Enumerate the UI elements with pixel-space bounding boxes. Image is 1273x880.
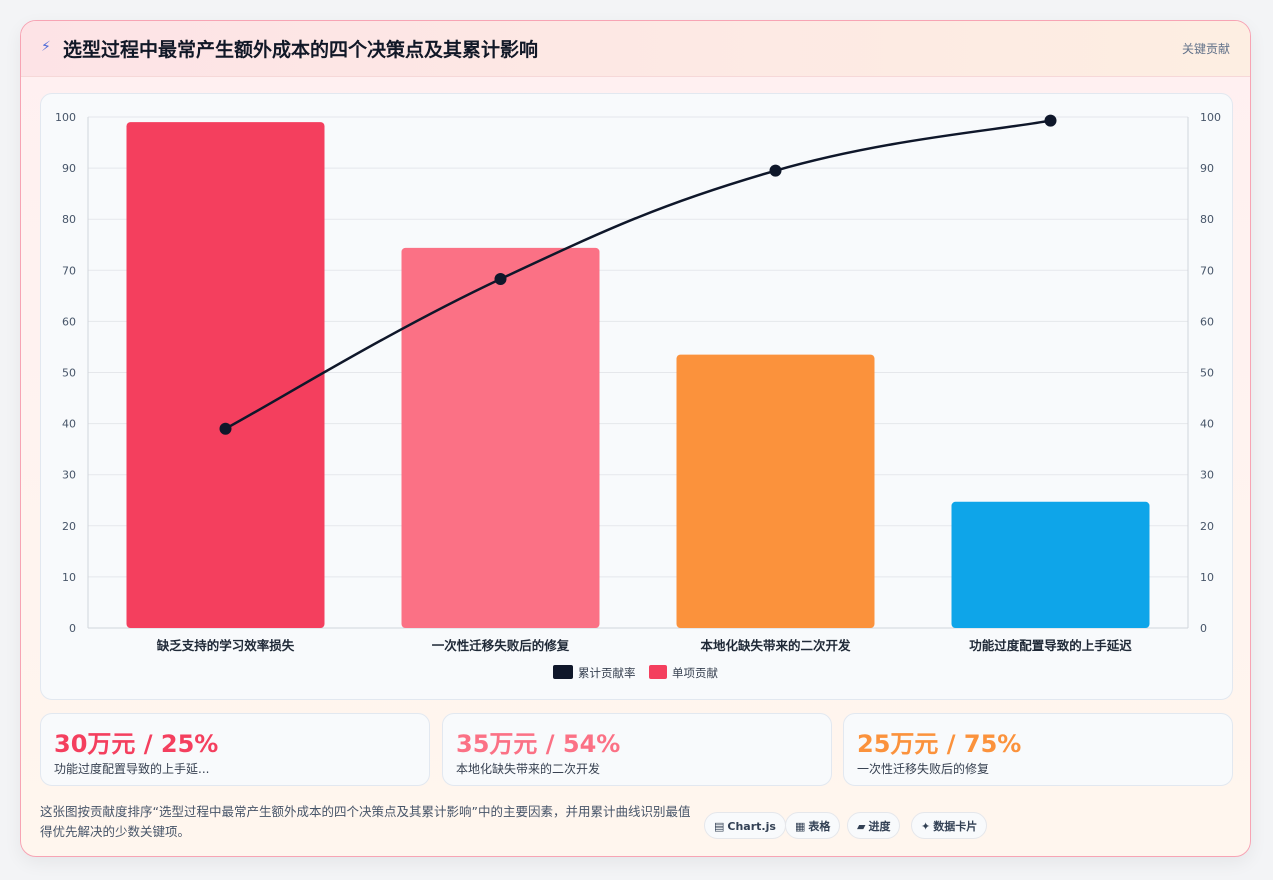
cumulative-point <box>1044 114 1057 127</box>
bar <box>676 354 875 628</box>
chart-card: ⚡ 选型过程中最常产生额外成本的四个决策点及其累计影响 关键贡献 0 10 20 30… <box>20 20 1251 857</box>
y-tick-left: 10 <box>62 571 76 584</box>
stat-value: 30万元 / 25% <box>54 730 219 758</box>
y-tick-left: 50 <box>62 367 76 380</box>
y-tick-left: 20 <box>62 520 76 533</box>
y-tick-right: 100 <box>1200 111 1221 124</box>
x-tick-label: 缺乏支持的学习效率损失 <box>157 638 295 653</box>
pill-label: Chart.js <box>727 820 776 833</box>
y-tick-left: 30 <box>62 469 76 482</box>
pill-data-card[interactable]: ✦ 数据卡片 <box>911 812 988 839</box>
y-tick-right: 70 <box>1200 264 1214 277</box>
y-tick-left: 60 <box>62 315 76 328</box>
stat-card-2: 35万元 / 54% 本地化缺失带来的二次开发 <box>442 713 832 786</box>
chart-description: 这张图按贡献度排序“选型过程中最常产生额外成本的四个决策点及其累计影响”中的主要… <box>40 804 691 839</box>
y-tick-left: 80 <box>62 213 76 226</box>
stat-value: 35万元 / 54% <box>456 730 621 758</box>
stat-label: 功能过度配置导致的上手延... <box>54 762 210 776</box>
y-tick-right: 0 <box>1200 622 1207 635</box>
stat-value: 25万元 / 75% <box>857 730 1022 758</box>
header-tag: 关键贡献 <box>1181 42 1230 56</box>
stat-card-1: 30万元 / 25% 功能过度配置导致的上手延... <box>40 713 430 786</box>
y-tick-left: 0 <box>69 622 76 635</box>
y-tick-right: 60 <box>1200 315 1214 328</box>
legend-swatch-cumulative <box>553 665 573 679</box>
x-tick-label: 本地化缺失带来的二次开发 <box>700 638 851 653</box>
cumulative-point <box>219 422 232 435</box>
y-tick-left: 70 <box>62 264 76 277</box>
y-tick-right: 10 <box>1200 571 1214 584</box>
bar <box>401 247 600 629</box>
chart-title: 选型过程中最常产生额外成本的四个决策点及其累计影响 <box>63 39 539 61</box>
cumulative-point <box>494 272 507 285</box>
cumulative-line <box>224 119 1051 430</box>
pareto-chart: 0 10 20 30 40 50 60 70 80 90 100 0 10 20 30 40 50 60 70 80 9… <box>55 111 1221 680</box>
y-tick-right: 90 <box>1200 162 1214 175</box>
y-tick-right: 40 <box>1200 418 1214 431</box>
y-tick-right: 80 <box>1200 213 1214 226</box>
pill-label: 数据卡片 <box>933 820 978 833</box>
lightning-icon: ⚡ <box>41 39 51 55</box>
table-icon: ▦ <box>795 820 806 833</box>
y-tick-left: 40 <box>62 418 76 431</box>
sparkle-icon: ✦ <box>921 820 931 833</box>
x-tick-label: 一次性迁移失败后的修复 <box>432 638 570 653</box>
stat-label: 一次性迁移失败后的修复 <box>857 762 990 776</box>
y-tick-left: 100 <box>55 111 76 124</box>
legend-label-cumulative: 累计贡献率 <box>578 666 636 680</box>
y-tick-right: 20 <box>1200 520 1214 533</box>
pill-label: 表格 <box>808 820 831 833</box>
legend-swatch-bar <box>649 665 667 679</box>
stat-label: 本地化缺失带来的二次开发 <box>456 762 601 776</box>
y-tick-right: 50 <box>1200 367 1214 380</box>
chart-panel: 0 10 20 30 40 50 60 70 80 90 100 0 10 20 30 40 50 60 70 80 9… <box>40 93 1233 700</box>
chart-icon: ▤ <box>714 820 725 833</box>
progress-icon: ▰ <box>857 820 866 833</box>
legend-label-bar: 单项贡献 <box>672 666 718 680</box>
x-tick-label: 功能过度配置导致的上手延迟 <box>969 638 1132 653</box>
y-tick-left: 90 <box>62 162 76 175</box>
bar <box>126 122 325 629</box>
y-tick-right: 30 <box>1200 469 1214 482</box>
stat-card-3: 25万元 / 75% 一次性迁移失败后的修复 <box>843 713 1233 786</box>
card-header: ⚡ 选型过程中最常产生额外成本的四个决策点及其累计影响 关键贡献 <box>21 21 1250 77</box>
bar <box>951 501 1150 628</box>
cumulative-point <box>769 164 782 177</box>
pill-table[interactable]: ▦ 表格 <box>785 812 841 839</box>
pill-progress[interactable]: ▰ 进度 <box>847 812 901 839</box>
pill-label: 进度 <box>868 820 891 833</box>
pill-chartjs[interactable]: ▤ Chart.js <box>704 812 786 839</box>
